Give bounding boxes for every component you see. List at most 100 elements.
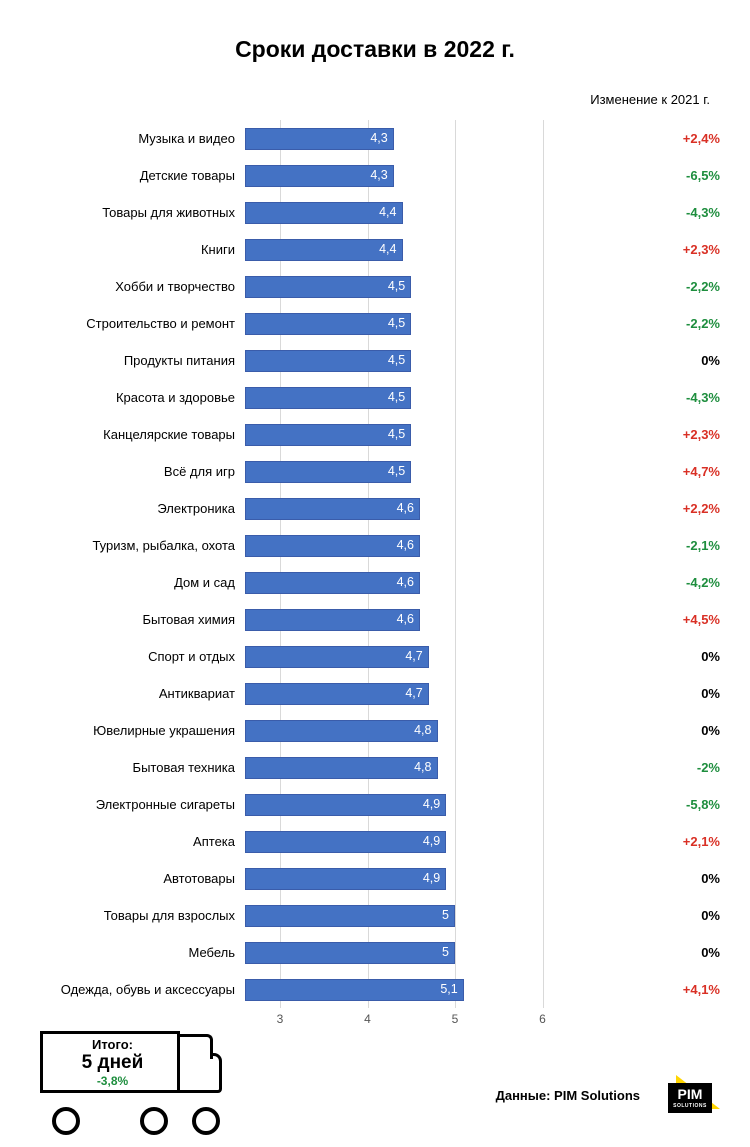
chart-subtitle: Изменение к 2021 г. xyxy=(590,92,710,107)
change-label: 0% xyxy=(650,712,720,749)
truck-cab-icon xyxy=(180,1053,222,1093)
category-label: Одежда, обувь и аксессуары xyxy=(40,971,235,1008)
chart-row: Детские товары 4,3 -6,5% xyxy=(40,157,720,194)
category-label: Всё для игр xyxy=(40,453,235,490)
category-label: Электронные сигареты xyxy=(40,786,235,823)
change-label: -2,2% xyxy=(650,305,720,342)
bar-value-label: 4,5 xyxy=(245,416,411,453)
bar-value-label: 4,6 xyxy=(245,490,420,527)
change-label: -4,3% xyxy=(650,379,720,416)
change-label: +2,2% xyxy=(650,490,720,527)
chart-row: Спорт и отдых 4,7 0% xyxy=(40,638,720,675)
chart-row: Туризм, рыбалка, охота4,6-2,1% xyxy=(40,527,720,564)
chart-row: Всё для игр 4,5 +4,7% xyxy=(40,453,720,490)
bar-value-label: 4,6 xyxy=(245,527,420,564)
bar-chart: 3456 Музыка и видео4,3+2,4%Детские товар… xyxy=(40,120,720,1040)
change-label: 0% xyxy=(650,638,720,675)
summary-truck: Итого: 5 дней -3,8% xyxy=(40,1031,250,1121)
category-label: Канцелярские товары xyxy=(40,416,235,453)
logo-box: PIM SOLUTIONS xyxy=(668,1083,712,1113)
chart-row: Электронные сигареты 4,9 -5,8% xyxy=(40,786,720,823)
bar-value-label: 4,9 xyxy=(245,860,446,897)
change-label: -4,3% xyxy=(650,194,720,231)
bar-value-label: 4,3 xyxy=(245,157,394,194)
chart-row: Аптека4,9+2,1% xyxy=(40,823,720,860)
source-prefix: Данные: xyxy=(496,1088,554,1103)
bar-value-label: 4,6 xyxy=(245,564,420,601)
chart-row: Музыка и видео 4,3 +2,4% xyxy=(40,120,720,157)
chart-row: Автотовары4,90% xyxy=(40,860,720,897)
bar-value-label: 4,4 xyxy=(245,194,403,231)
bar-value-label: 4,5 xyxy=(245,453,411,490)
change-label: +2,4% xyxy=(650,120,720,157)
truck-wheel-icon xyxy=(140,1107,168,1135)
pim-logo: PIM SOLUTIONS xyxy=(668,1075,720,1119)
chart-row: Товары для взрослых50% xyxy=(40,897,720,934)
change-label: -6,5% xyxy=(650,157,720,194)
bar-value-label: 4,8 xyxy=(245,712,438,749)
bar-value-label: 4,5 xyxy=(245,268,411,305)
category-label: Красота и здоровье xyxy=(40,379,235,416)
category-label: Книги xyxy=(40,231,235,268)
chart-row: Продукты питания 4,5 0% xyxy=(40,342,720,379)
change-label: 0% xyxy=(650,860,720,897)
bar-value-label: 4,3 xyxy=(245,120,394,157)
logo-text: PIM xyxy=(678,1086,703,1102)
bar-value-label: 4,5 xyxy=(245,342,411,379)
category-label: Электроника xyxy=(40,490,235,527)
category-label: Товары для взрослых xyxy=(40,897,235,934)
source-name: PIM Solutions xyxy=(554,1088,640,1103)
category-label: Товары для животных xyxy=(40,194,235,231)
change-label: +4,5% xyxy=(650,601,720,638)
category-label: Аптека xyxy=(40,823,235,860)
category-label: Музыка и видео xyxy=(40,120,235,157)
category-label: Спорт и отдых xyxy=(40,638,235,675)
change-label: +2,3% xyxy=(650,416,720,453)
category-label: Дом и сад xyxy=(40,564,235,601)
x-tick-label: 4 xyxy=(364,1012,371,1026)
summary-label: Итого: xyxy=(50,1037,175,1052)
category-label: Туризм, рыбалка, охота xyxy=(40,527,235,564)
bar-value-label: 4,7 xyxy=(245,638,429,675)
change-label: -4,2% xyxy=(650,564,720,601)
summary-change: -3,8% xyxy=(50,1074,175,1088)
x-tick-label: 3 xyxy=(277,1012,284,1026)
bar-value-label: 4,5 xyxy=(245,379,411,416)
x-tick-label: 5 xyxy=(452,1012,459,1026)
category-label: Хобби и творчество xyxy=(40,268,235,305)
change-label: 0% xyxy=(650,342,720,379)
bar-value-label: 4,8 xyxy=(245,749,438,786)
chart-row: Электроника 4,6 +2,2% xyxy=(40,490,720,527)
bar-value-label: 4,5 xyxy=(245,305,411,342)
category-label: Бытовая техника xyxy=(40,749,235,786)
chart-row: Строительство и ремонт4,5-2,2% xyxy=(40,305,720,342)
chart-row: Бытовая техника4,8-2% xyxy=(40,749,720,786)
bar-value-label: 5 xyxy=(245,934,455,971)
bar-value-label: 4,7 xyxy=(245,675,429,712)
chart-row: Одежда, обувь и аксессуары5,1+4,1% xyxy=(40,971,720,1008)
chart-row: Хобби и творчество 4,5 -2,2% xyxy=(40,268,720,305)
chart-row: Ювелирные украшения 4,8 0% xyxy=(40,712,720,749)
change-label: -2,2% xyxy=(650,268,720,305)
change-label: +4,7% xyxy=(650,453,720,490)
change-label: -5,8% xyxy=(650,786,720,823)
bar-value-label: 4,9 xyxy=(245,786,446,823)
change-label: +2,3% xyxy=(650,231,720,268)
change-label: +4,1% xyxy=(650,971,720,1008)
category-label: Мебель xyxy=(40,934,235,971)
category-label: Антиквариат xyxy=(40,675,235,712)
bar-value-label: 5 xyxy=(245,897,455,934)
bar-value-label: 4,9 xyxy=(245,823,446,860)
chart-row: Бытовая химия4,6+4,5% xyxy=(40,601,720,638)
category-label: Продукты питания xyxy=(40,342,235,379)
chart-title: Сроки доставки в 2022 г. xyxy=(0,0,750,63)
category-label: Детские товары xyxy=(40,157,235,194)
category-label: Ювелирные украшения xyxy=(40,712,235,749)
source-attribution: Данные: PIM Solutions xyxy=(496,1088,640,1103)
change-label: 0% xyxy=(650,934,720,971)
chart-row: Канцелярские товары 4,5 +2,3% xyxy=(40,416,720,453)
chart-row: Красота и здоровье 4,5 -4,3% xyxy=(40,379,720,416)
x-tick-label: 6 xyxy=(539,1012,546,1026)
summary-value: 5 дней xyxy=(50,1052,175,1074)
change-label: 0% xyxy=(650,675,720,712)
